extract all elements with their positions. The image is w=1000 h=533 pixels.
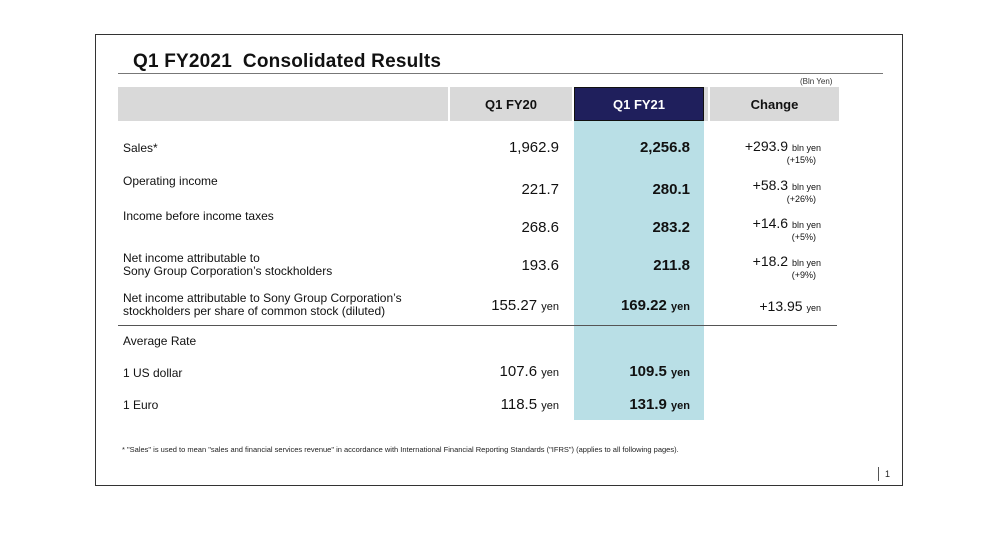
pretax-income-change: +14.6 bln yen (+5%) bbox=[708, 215, 837, 245]
operating-income-fy20: 221.7 bbox=[521, 181, 559, 198]
operating-income-fy21: 280.1 bbox=[652, 181, 690, 198]
eps-label-line1: Net income attributable to Sony Group Co… bbox=[123, 291, 402, 305]
header-change: Change bbox=[708, 87, 839, 121]
usd-fy21: 109.5 yen bbox=[578, 363, 690, 380]
section-divider bbox=[118, 325, 837, 326]
eur-fy20: 118.5 yen bbox=[456, 396, 559, 413]
page-number-bar bbox=[878, 467, 879, 481]
eps-fy21: 169.22 yen bbox=[578, 297, 690, 314]
net-income-label-line2: Sony Group Corporation’s stockholders bbox=[123, 264, 333, 278]
pretax-income-fy21: 283.2 bbox=[652, 219, 690, 236]
net-income-fy21: 211.8 bbox=[653, 257, 690, 274]
fy21-highlight-column bbox=[574, 121, 704, 420]
row-label-net-income: Net income attributable to Sony Group Co… bbox=[123, 252, 332, 278]
page-number: 1 bbox=[885, 469, 891, 479]
slide-title: Q1 FY2021 Consolidated Results bbox=[133, 51, 442, 72]
sales-change: +293.9 bln yen (+15%) bbox=[708, 138, 837, 168]
eps-fy21-value: 169.22 bbox=[620, 297, 667, 314]
pretax-income-change-pct: (+5%) bbox=[791, 232, 816, 242]
usd-fy20-unit: yen bbox=[541, 367, 559, 379]
operating-income-change-unit: bln yen bbox=[791, 182, 821, 192]
eur-fy21-value: 131.9 bbox=[629, 396, 667, 413]
operating-income-change-value: +58.3 bbox=[752, 177, 789, 193]
units-label: (Bln Yen) bbox=[800, 77, 833, 86]
eur-fy21-unit: yen bbox=[671, 400, 690, 412]
usd-fy21-value: 109.5 bbox=[629, 363, 667, 380]
row-label-eps: Net income attributable to Sony Group Co… bbox=[123, 292, 402, 318]
eps-fy20-unit: yen bbox=[541, 301, 559, 313]
usd-fy20: 107.6 yen bbox=[456, 363, 559, 380]
usd-fy21-unit: yen bbox=[671, 367, 690, 379]
sales-change-value: +293.9 bbox=[744, 138, 789, 154]
footnote: * "Sales" is used to mean "sales and fin… bbox=[122, 445, 679, 454]
sales-change-pct: (+15%) bbox=[786, 155, 816, 165]
header-fy21: Q1 FY21 bbox=[574, 87, 704, 121]
pretax-income-change-value: +14.6 bbox=[752, 215, 789, 231]
average-rate-heading: Average Rate bbox=[123, 334, 197, 348]
row-label-sales: Sales* bbox=[123, 141, 158, 155]
eur-fy21: 131.9 yen bbox=[578, 396, 690, 413]
eps-change: +13.95 yen bbox=[708, 298, 837, 316]
eps-change-value: +13.95 bbox=[759, 298, 803, 314]
net-income-change: +18.2 bln yen (+9%) bbox=[708, 253, 837, 283]
sales-fy20: 1,962.9 bbox=[508, 139, 559, 156]
sales-change-unit: bln yen bbox=[791, 143, 821, 153]
row-label-pretax-income: Income before income taxes bbox=[123, 209, 274, 223]
eps-label-line2: stockholders per share of common stock (… bbox=[123, 304, 386, 318]
header-fy20: Q1 FY20 bbox=[448, 87, 574, 121]
operating-income-change: +58.3 bln yen (+26%) bbox=[708, 177, 837, 207]
eps-fy20: 155.27 yen bbox=[456, 297, 559, 314]
eur-fy20-unit: yen bbox=[541, 400, 559, 412]
eur-fy20-value: 118.5 bbox=[500, 396, 538, 413]
net-income-change-unit: bln yen bbox=[791, 258, 821, 268]
row-label-operating-income: Operating income bbox=[123, 174, 218, 188]
net-income-change-value: +18.2 bbox=[752, 253, 789, 269]
operating-income-change-pct: (+26%) bbox=[786, 194, 816, 204]
eps-fy20-value: 155.27 bbox=[491, 297, 538, 314]
net-income-change-pct: (+9%) bbox=[791, 270, 816, 280]
net-income-fy20: 193.6 bbox=[521, 257, 559, 274]
net-income-label-line1: Net income attributable to bbox=[123, 251, 260, 265]
slide: Q1 FY2021 Consolidated Results (Bln Yen)… bbox=[95, 34, 903, 486]
row-label-eur: 1 Euro bbox=[123, 398, 159, 412]
eps-change-unit: yen bbox=[806, 303, 821, 313]
eps-fy21-unit: yen bbox=[671, 301, 690, 313]
usd-fy20-value: 107.6 bbox=[499, 363, 538, 380]
pretax-income-fy20: 268.6 bbox=[521, 219, 559, 236]
row-label-usd: 1 US dollar bbox=[123, 366, 183, 380]
pretax-income-change-unit: bln yen bbox=[791, 220, 821, 230]
sales-fy21: 2,256.8 bbox=[639, 139, 690, 156]
title-divider bbox=[118, 73, 883, 74]
